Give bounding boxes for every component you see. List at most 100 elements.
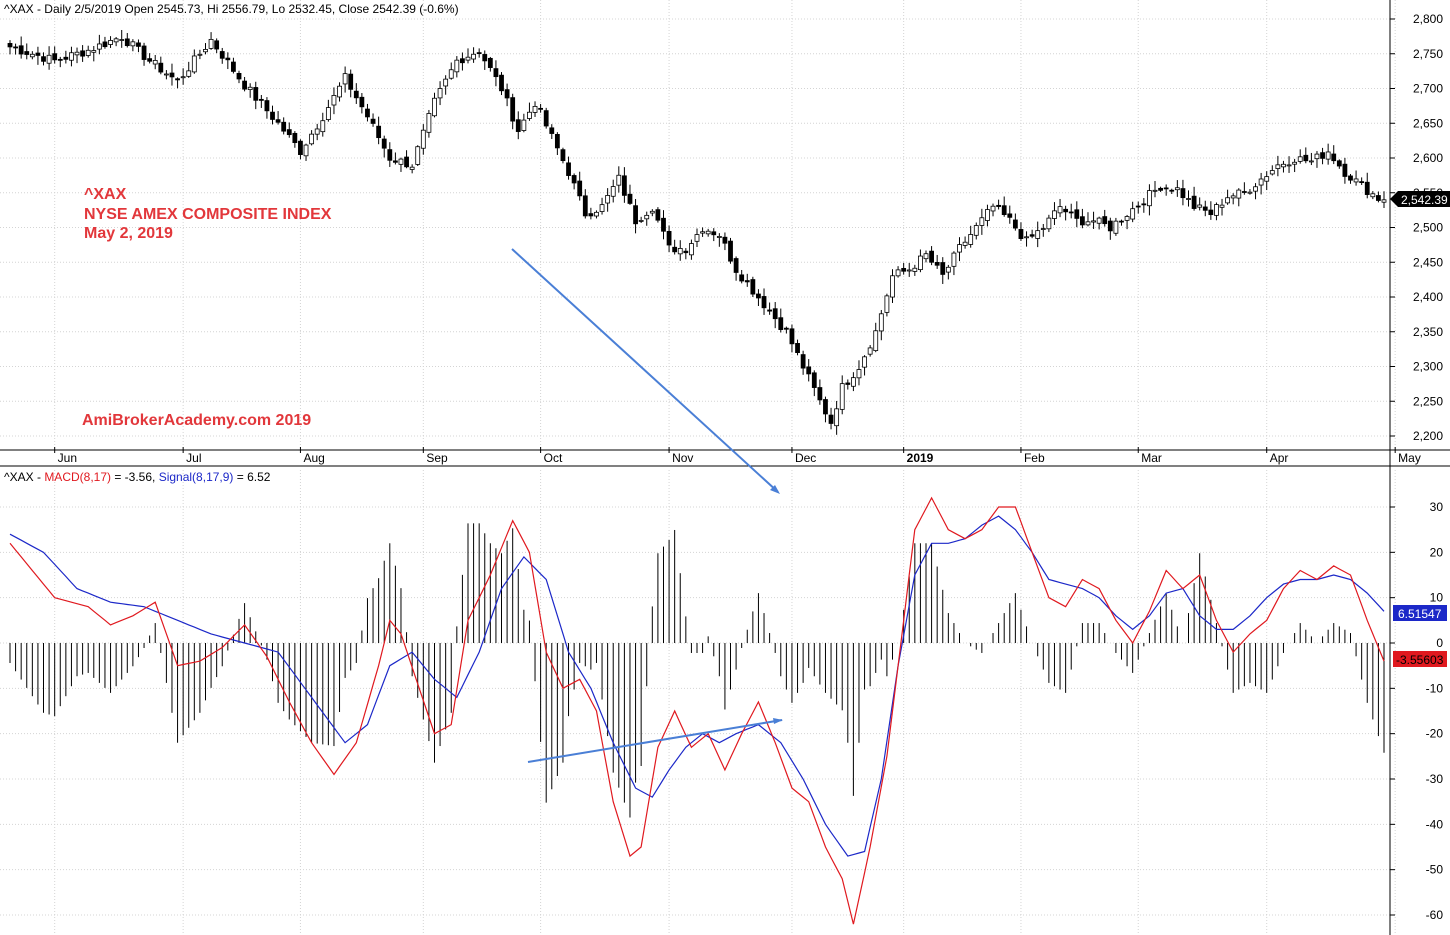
candlestick[interactable] <box>957 237 962 262</box>
candlestick[interactable] <box>1342 157 1348 184</box>
candlestick[interactable] <box>823 396 828 423</box>
candlestick[interactable] <box>1241 182 1247 195</box>
candlestick[interactable] <box>918 249 923 273</box>
candlestick[interactable] <box>443 75 449 95</box>
candlestick[interactable] <box>281 117 287 135</box>
candlestick[interactable] <box>532 101 538 117</box>
candlestick[interactable] <box>1091 211 1096 229</box>
candlestick[interactable] <box>1292 158 1298 173</box>
candlestick[interactable] <box>1230 193 1236 205</box>
candlestick[interactable] <box>655 207 661 223</box>
candlestick[interactable] <box>454 56 460 78</box>
candlestick[interactable] <box>638 216 644 223</box>
candlestick[interactable] <box>270 105 275 125</box>
candlestick[interactable] <box>325 99 331 122</box>
candlestick[interactable] <box>1286 156 1292 173</box>
candlestick[interactable] <box>711 228 717 242</box>
candlestick[interactable] <box>242 76 247 92</box>
candlestick[interactable] <box>69 46 74 67</box>
candlestick[interactable] <box>996 199 1002 210</box>
candlestick[interactable] <box>147 53 153 64</box>
candlestick[interactable] <box>756 289 761 307</box>
candlestick[interactable] <box>203 43 208 55</box>
candlestick[interactable] <box>113 37 119 47</box>
candlestick[interactable] <box>582 189 588 219</box>
candlestick[interactable] <box>141 42 147 66</box>
candlestick[interactable] <box>13 43 18 55</box>
candlestick[interactable] <box>677 240 683 261</box>
candlestick[interactable] <box>80 45 86 62</box>
candlestick[interactable] <box>102 36 108 49</box>
candlestick[interactable] <box>258 94 264 108</box>
candlestick[interactable] <box>985 204 990 227</box>
candlestick[interactable] <box>694 228 700 248</box>
signal-line[interactable] <box>9 515 1385 857</box>
candlestick[interactable] <box>35 46 41 65</box>
candlestick[interactable] <box>1057 198 1063 218</box>
candlestick[interactable] <box>465 48 471 64</box>
candlestick[interactable] <box>828 407 834 430</box>
candlestick[interactable] <box>476 48 482 58</box>
candlestick[interactable] <box>1303 147 1309 164</box>
candlestick[interactable] <box>1130 201 1136 223</box>
candlestick[interactable] <box>1040 223 1046 237</box>
candlestick[interactable] <box>633 198 638 234</box>
candlestick[interactable] <box>309 130 315 146</box>
candlestick[interactable] <box>1096 216 1102 230</box>
candlestick[interactable] <box>225 52 231 70</box>
candlestick[interactable] <box>778 308 784 333</box>
candlestick[interactable] <box>884 293 890 317</box>
candlestick[interactable] <box>800 350 806 375</box>
candlestick[interactable] <box>409 164 415 174</box>
candlestick[interactable] <box>314 123 320 141</box>
candlestick[interactable] <box>163 70 169 80</box>
candlestick[interactable] <box>247 83 253 98</box>
candlestick[interactable] <box>365 103 370 122</box>
candlestick[interactable] <box>74 47 80 64</box>
candlestick[interactable] <box>1219 198 1225 216</box>
candlestick[interactable] <box>376 116 382 145</box>
candlestick[interactable] <box>381 135 387 158</box>
candlestick[interactable] <box>1119 219 1124 226</box>
candlestick[interactable] <box>666 225 672 253</box>
candlestick[interactable] <box>1029 229 1035 239</box>
candlestick[interactable] <box>1208 201 1214 220</box>
candlestick[interactable] <box>85 45 91 58</box>
candlestick[interactable] <box>1124 214 1130 230</box>
candlestick[interactable] <box>119 29 125 48</box>
candlestick[interactable] <box>616 166 622 193</box>
candlestick[interactable] <box>63 50 69 64</box>
candlestick[interactable] <box>1269 165 1275 176</box>
candlestick[interactable] <box>1364 172 1370 199</box>
candlestick[interactable] <box>46 46 52 70</box>
candlestick[interactable] <box>124 32 130 48</box>
candlestick[interactable] <box>510 93 516 130</box>
candlestick[interactable] <box>158 56 164 75</box>
candlestick[interactable] <box>549 124 555 139</box>
candlestick[interactable] <box>370 113 376 127</box>
candlestick[interactable] <box>1376 191 1381 203</box>
candlestick[interactable] <box>672 239 678 255</box>
candlestick[interactable] <box>292 131 298 148</box>
candlestick[interactable] <box>571 173 577 190</box>
candlestick[interactable] <box>1074 201 1080 228</box>
candlestick[interactable] <box>817 379 823 405</box>
candlestick[interactable] <box>398 157 404 172</box>
candlestick[interactable] <box>191 49 197 74</box>
candlestick[interactable] <box>24 43 30 60</box>
candlestick[interactable] <box>767 302 773 315</box>
candlestick[interactable] <box>1331 145 1337 165</box>
candlestick[interactable] <box>1186 190 1191 207</box>
candlestick[interactable] <box>1336 159 1342 169</box>
macd-line[interactable] <box>9 496 1385 925</box>
candlestick[interactable] <box>1046 214 1052 233</box>
candlestick[interactable] <box>392 152 398 165</box>
candlestick[interactable] <box>214 38 220 54</box>
candlestick[interactable] <box>968 225 974 248</box>
candlestick[interactable] <box>1063 205 1069 221</box>
candlestick[interactable] <box>705 228 711 237</box>
candlestick[interactable] <box>929 246 934 266</box>
candlestick[interactable] <box>1052 202 1057 225</box>
candlestick[interactable] <box>387 142 393 167</box>
candlestick[interactable] <box>1180 179 1186 206</box>
